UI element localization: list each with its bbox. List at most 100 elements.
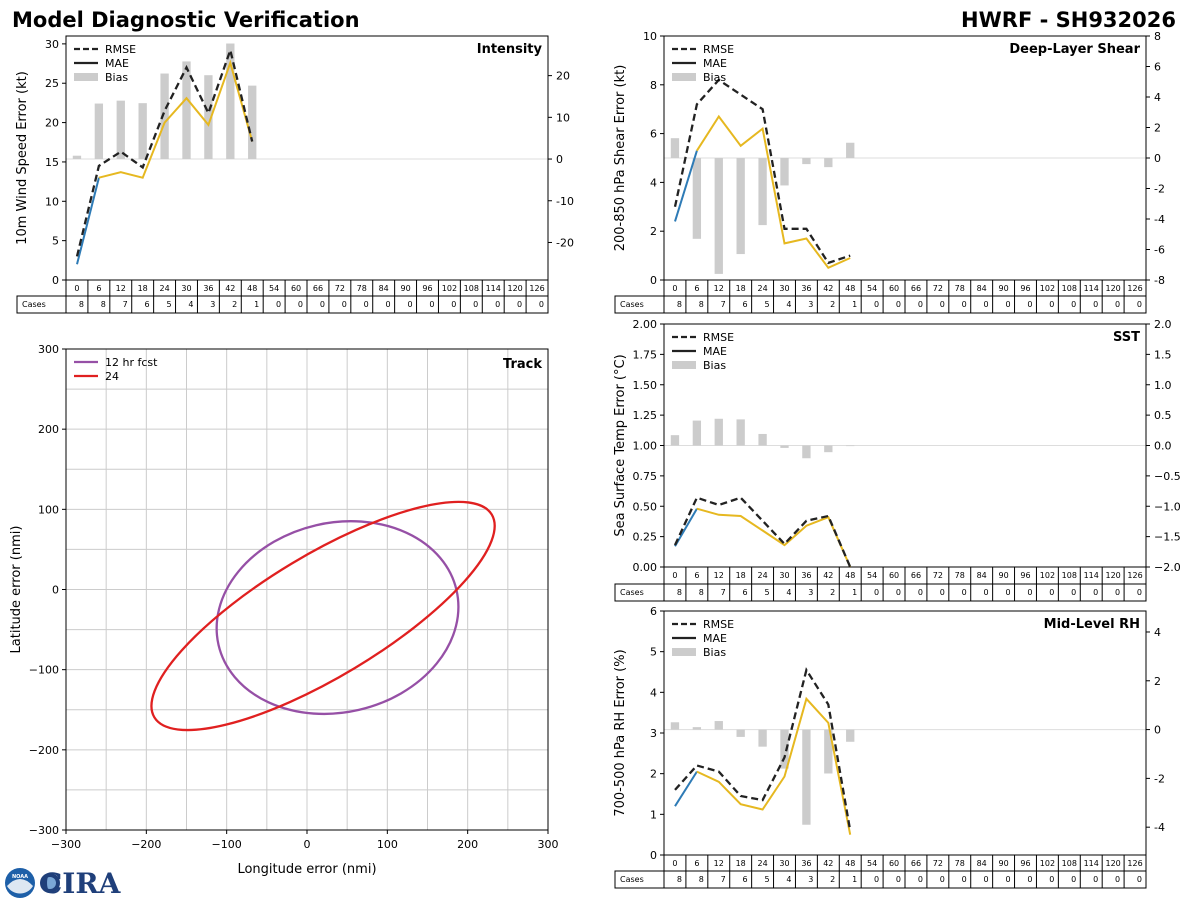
intensity-leadtime-24: 24 (159, 284, 169, 293)
sst-bias-bar-42 (824, 445, 833, 453)
rh-cases-42: 2 (830, 875, 835, 884)
intensity-mae-line-early (76, 177, 100, 265)
noaa-logo (5, 868, 35, 898)
sst-leadtime-30: 30 (779, 571, 789, 580)
rh-cases-24: 5 (764, 875, 769, 884)
rh-leadtime-90: 90 (998, 859, 1008, 868)
intensity-bias-bar-0 (72, 155, 82, 160)
shear-bias-bar-18 (736, 158, 745, 255)
noaa-logo-wave (7, 879, 33, 894)
shear-cases-102: 0 (1049, 300, 1054, 309)
intensity-ytick-label: 15 (45, 156, 59, 169)
sst-bias-bar-48 (846, 445, 855, 447)
shear-rmse-line (673, 78, 851, 265)
intensity-ylabel: 10m Wind Speed Error (kt) (15, 71, 30, 245)
rh-bias-bar-48 (846, 729, 855, 742)
shear-leadtime-42: 42 (823, 284, 833, 293)
rh-cases-72: 0 (940, 875, 945, 884)
intensity-cases-48: 1 (254, 300, 259, 309)
shear-ytick-label: 0 (650, 274, 657, 287)
track-xtick-label: 0 (304, 838, 311, 851)
sst-cases-48: 1 (852, 588, 857, 597)
shear-bias-bar-36 (802, 158, 811, 165)
sst-cases-108: 0 (1071, 588, 1076, 597)
intensity-ytick-label: 30 (45, 38, 59, 51)
sst-y2tick-label: 1.5 (1154, 348, 1172, 361)
sst-ytick-label: 0.75 (633, 470, 658, 483)
shear-cases-48: 1 (852, 300, 857, 309)
rh-leadtime-84: 84 (977, 859, 987, 868)
shear-cases-6: 8 (699, 300, 704, 309)
sst-legend-mae-label: MAE (703, 345, 727, 358)
rh-cases-114: 0 (1093, 875, 1098, 884)
sst-leadtime-12: 12 (714, 571, 724, 580)
intensity-legend-bias-swatch (74, 73, 98, 81)
rh-plot-frame (663, 610, 1147, 856)
rh-ytick-label: 4 (650, 686, 657, 699)
intensity-ytick-label: 5 (52, 235, 59, 248)
sst-leadtime-108: 108 (1062, 571, 1077, 580)
shear-leadtime-0: 0 (672, 284, 677, 293)
sst-cases-66: 0 (918, 588, 923, 597)
intensity-ytick-label: 0 (52, 274, 59, 287)
rh-cases-0: 8 (677, 875, 682, 884)
intensity-cases-60: 0 (298, 300, 303, 309)
shear-leadtime-48: 48 (845, 284, 855, 293)
rh-cases-102: 0 (1049, 875, 1054, 884)
track-xtick-label: −200 (131, 838, 161, 851)
sst-leadtime-42: 42 (823, 571, 833, 580)
sst-cases-96: 0 (1027, 588, 1032, 597)
shear-leadtime-120: 120 (1105, 284, 1120, 293)
rh-leadtime-18: 18 (736, 859, 746, 868)
shear-legend-rmse-label: RMSE (703, 43, 734, 56)
rh-y2tick-label: -2 (1154, 772, 1165, 785)
shear-bias-bar-12 (714, 158, 723, 274)
shear-cases-label: Cases (620, 300, 644, 309)
sst-leadtime-60: 60 (889, 571, 899, 580)
sst-leadtime-36: 36 (801, 571, 811, 580)
rh-leadtime-36: 36 (801, 859, 811, 868)
rh-ytick-label: 5 (650, 646, 657, 659)
shear-cases-18: 6 (743, 300, 748, 309)
intensity-legend-bias-label: Bias (105, 71, 128, 84)
shear-ytick-label: 6 (650, 128, 657, 141)
intensity-rmse-line (75, 46, 254, 257)
track-ytick-label: 300 (38, 343, 59, 356)
shear-ytick-label: 2 (650, 225, 657, 238)
rh-leadtime-114: 114 (1084, 859, 1099, 868)
rh-ytick-label: 0 (650, 849, 657, 862)
shear-cases-54: 0 (874, 300, 879, 309)
rh-leadtime-30: 30 (779, 859, 789, 868)
intensity-ytick-label: 10 (45, 195, 59, 208)
track-xtick-label: 200 (457, 838, 478, 851)
intensity-legend-mae-label: MAE (105, 57, 129, 70)
rh-ytick-label: 1 (650, 808, 657, 821)
cira-logo-text: CIRA (40, 867, 122, 900)
shear-leadtime-60: 60 (889, 284, 899, 293)
shear-y2tick-label: 4 (1154, 91, 1161, 104)
intensity-leadtime-126: 126 (529, 284, 544, 293)
shear-legend-bias-label: Bias (703, 71, 726, 84)
rh-cases-30: 4 (786, 875, 791, 884)
intensity-y2tick-label: 20 (556, 70, 570, 83)
sst-panel-title: SST (1113, 330, 1140, 345)
track-ytick-label: −200 (29, 744, 59, 757)
sst-cases-30: 4 (786, 588, 791, 597)
sst-leadtime-18: 18 (736, 571, 746, 580)
shear-legend-mae-label: MAE (703, 57, 727, 70)
shear-leadtime-126: 126 (1127, 284, 1142, 293)
sst-leadtime-78: 78 (955, 571, 965, 580)
rh-table-label-cell (614, 870, 665, 889)
intensity-plot-frame (65, 35, 549, 281)
shear-cases-24: 5 (764, 300, 769, 309)
intensity-cases-12: 7 (123, 300, 128, 309)
rh-leadtime-12: 12 (714, 859, 724, 868)
rh-rmse-line (674, 667, 852, 831)
sst-legend-rmse-label: RMSE (703, 331, 734, 344)
rh-ytick-label: 2 (650, 768, 657, 781)
track-xtick-label: −100 (212, 838, 242, 851)
intensity-bias-bar-36 (204, 75, 213, 160)
rh-bias-bar-18 (736, 729, 745, 737)
rh-bias-bar-30 (780, 729, 789, 769)
intensity-cases-96: 0 (429, 300, 434, 309)
